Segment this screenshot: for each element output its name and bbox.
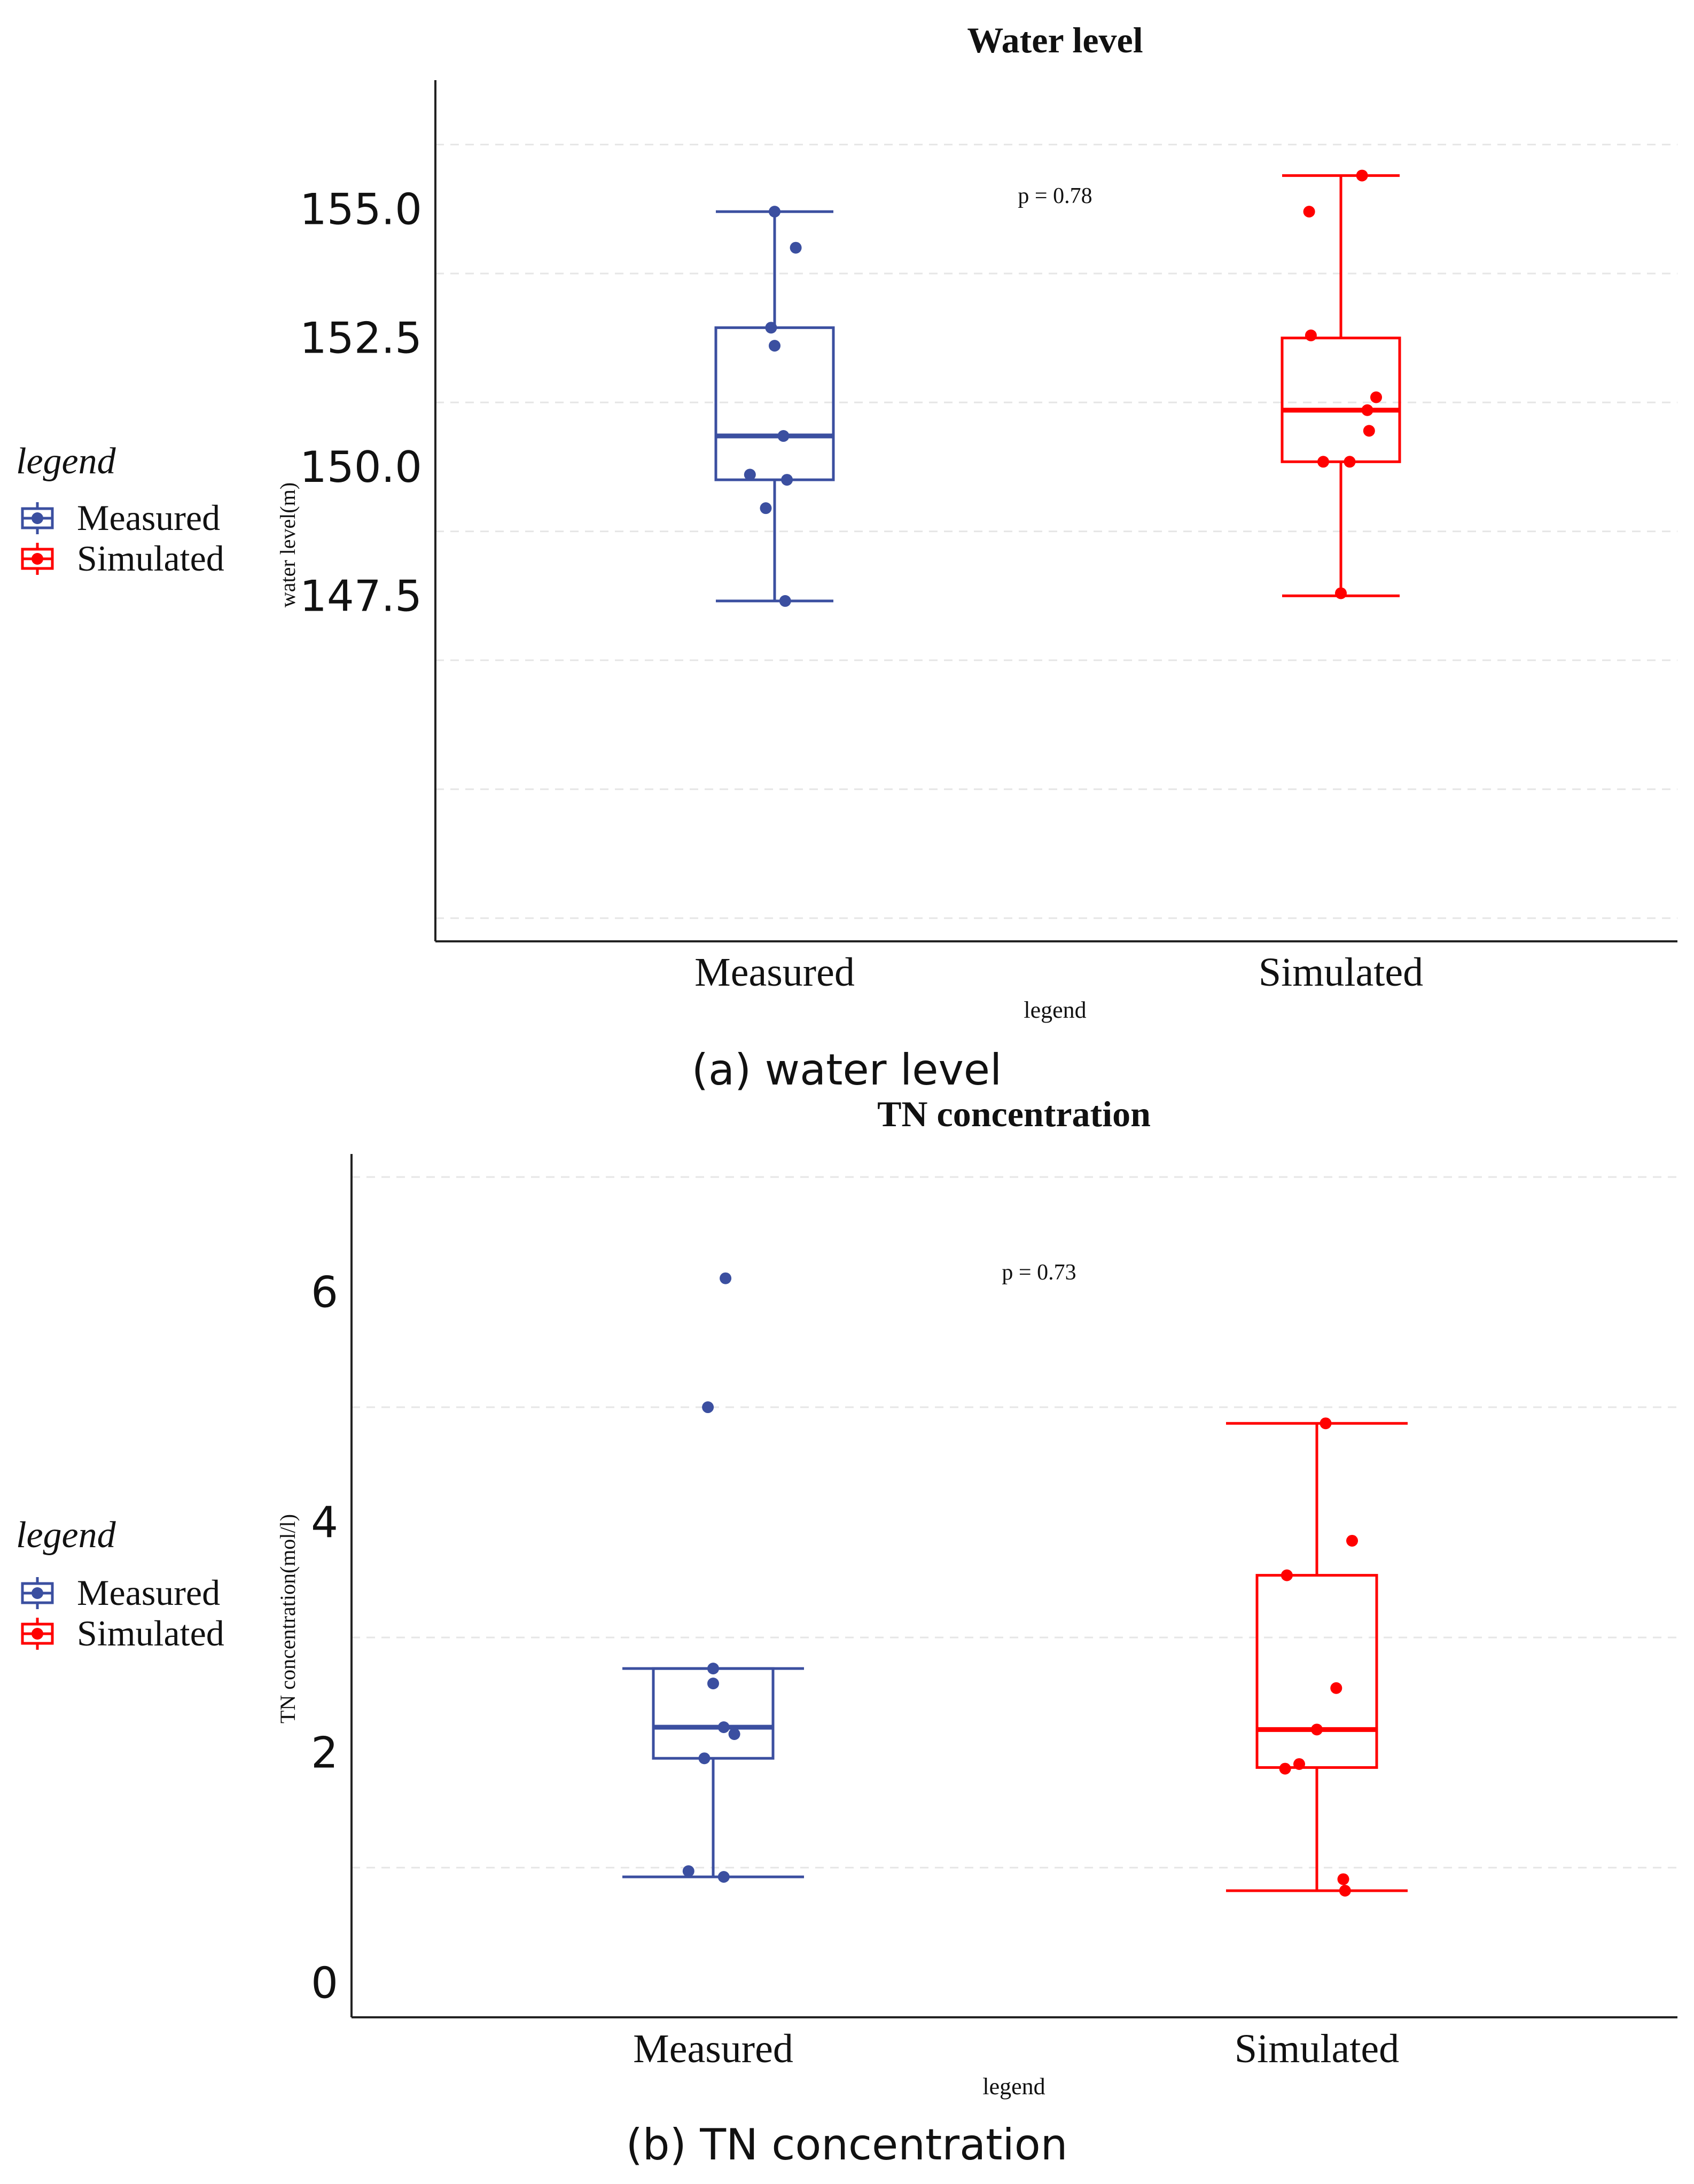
data-point [707, 1663, 719, 1675]
data-point [1370, 391, 1382, 403]
data-point [1311, 1723, 1323, 1736]
y-tick-label: 150.0 [300, 442, 422, 492]
grid-lines [435, 144, 1677, 919]
data-point [1281, 1569, 1293, 1581]
box-plot-simulated [1281, 169, 1401, 599]
legend-item-measured: Measured [21, 1572, 220, 1613]
data-point [1330, 1682, 1342, 1694]
data-point [1361, 404, 1373, 416]
iqr-box [1281, 337, 1401, 463]
y-tick-label: 6 [311, 1268, 338, 1317]
legend-title: legend [16, 441, 116, 482]
data-point [1344, 456, 1356, 468]
grid-lines [352, 1176, 1677, 1869]
y-tick-label: 0 [311, 1958, 338, 2008]
data-point [702, 1401, 714, 1414]
axes: 147.5 150.0 152.5 155.0 Measured Simulated [300, 80, 1677, 995]
data-point [1317, 456, 1329, 468]
data-point [1337, 1873, 1349, 1885]
legend-label-measured: Measured [77, 497, 220, 538]
legend-key-simulated-icon [21, 1618, 54, 1650]
legend-key-point [32, 553, 43, 565]
data-point [1363, 425, 1375, 437]
iqr-box [1255, 1574, 1378, 1769]
legend-key-point [32, 1628, 43, 1640]
y-tick-label: 152.5 [300, 314, 422, 363]
p-value-annotation: p = 0.78 [1018, 184, 1092, 208]
data-point [1356, 169, 1368, 182]
data-point [1293, 1758, 1305, 1770]
data-point [682, 1865, 694, 1877]
data-point [744, 469, 756, 481]
y-tick-label: 4 [311, 1497, 338, 1547]
data-point [1346, 1534, 1358, 1547]
data-point [760, 502, 772, 514]
y-tick-label: 2 [311, 1728, 338, 1777]
data-point [1320, 1417, 1332, 1430]
x-axis-label: legend [1024, 997, 1086, 1023]
chart-title: Water level [967, 20, 1143, 60]
box-plots [714, 169, 1401, 607]
data-point [717, 1871, 730, 1883]
legend: legend Measured Simulated [16, 1515, 224, 1653]
x-tick-label: Simulated [1235, 2026, 1399, 2071]
water-level-panel: Water level 147.5 150.0 152.5 155.0 Measured… [16, 20, 1677, 1095]
legend-item-measured: Measured [21, 497, 220, 538]
data-point [707, 1678, 719, 1690]
data-point [1279, 1762, 1291, 1775]
data-point [769, 206, 780, 218]
x-tick-label: Simulated [1259, 950, 1423, 995]
data-point [777, 430, 790, 442]
panel-caption: (b) TN concentration [626, 2120, 1068, 2170]
data-point [720, 1272, 732, 1284]
y-tick-label: 155.0 [300, 184, 422, 234]
legend-label-simulated: Simulated [77, 538, 224, 579]
x-tick-label: Measured [694, 950, 855, 995]
legend-key-point [32, 1587, 43, 1599]
data-point [1335, 587, 1347, 599]
chart-title: TN concentration [877, 1094, 1151, 1134]
data-point [698, 1752, 711, 1765]
panel-caption: (a) water level [692, 1045, 1002, 1095]
legend-label-measured: Measured [77, 1572, 220, 1613]
legend-item-simulated: Simulated [21, 1613, 224, 1653]
box-plots [622, 1272, 1408, 1897]
data-point [781, 474, 793, 486]
data-point [1303, 206, 1315, 218]
y-tick-label: 147.5 [300, 571, 422, 621]
legend-item-simulated: Simulated [21, 538, 224, 579]
data-point [717, 1721, 730, 1734]
data-point [790, 241, 802, 254]
data-point [769, 340, 780, 352]
legend-key-measured-icon [21, 1577, 54, 1609]
box-plot-measured [622, 1272, 804, 1883]
data-point [779, 595, 791, 607]
y-axis-label: TN concentration(mol/l) [276, 1514, 300, 1723]
legend-key-measured-icon [21, 502, 54, 534]
legend-title: legend [16, 1515, 116, 1556]
legend-key-simulated-icon [21, 543, 54, 575]
legend-label-simulated: Simulated [77, 1613, 224, 1653]
box-plot-simulated [1226, 1417, 1408, 1897]
legend-key-point [32, 512, 43, 524]
x-axis-label: legend [982, 2073, 1045, 2100]
y-axis-label: water level(m) [276, 482, 300, 607]
box-plot-measured [714, 206, 835, 607]
data-point [1305, 329, 1317, 341]
x-tick-label: Measured [633, 2026, 793, 2071]
data-point [728, 1728, 740, 1740]
p-value-annotation: p = 0.73 [1002, 1260, 1076, 1285]
legend: legend Measured Simulated [16, 441, 224, 579]
data-point [1339, 1884, 1351, 1897]
data-point [765, 322, 777, 334]
axes: 0 2 4 6 Measured Simulated [311, 1154, 1677, 2071]
